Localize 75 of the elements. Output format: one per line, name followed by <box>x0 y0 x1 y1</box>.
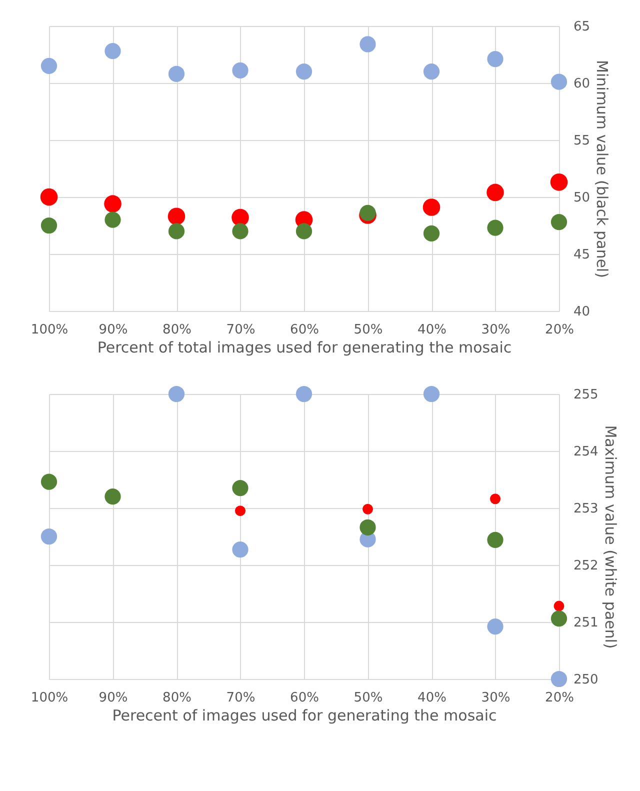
point <box>486 184 504 202</box>
point <box>232 62 248 79</box>
y-axis-title: Minimum value (black panel) <box>593 60 612 278</box>
point <box>40 58 58 74</box>
point <box>168 66 185 82</box>
x-tick-label: 40% <box>418 690 446 706</box>
y-tick-label: 252 <box>574 558 598 574</box>
point <box>422 198 440 216</box>
x-axis-title: Perecent of images used for generating the mosaic <box>112 706 497 724</box>
x-tick-label: 100% <box>30 322 68 338</box>
point <box>296 386 312 402</box>
y-tick-label: 254 <box>574 444 598 460</box>
point <box>550 670 568 688</box>
point <box>235 506 246 516</box>
y-axis-title: Maximum value (white paenl) <box>601 425 620 649</box>
x-tick-label: 30% <box>481 322 510 338</box>
x-tick-label: 70% <box>226 322 256 338</box>
point <box>168 223 185 240</box>
point <box>423 225 440 242</box>
y-tick-label: 40 <box>574 304 590 320</box>
point <box>40 528 58 545</box>
x-tick-label: 100% <box>30 690 68 706</box>
y-tick-label: 55 <box>574 134 590 148</box>
point <box>232 208 249 226</box>
point <box>40 474 58 490</box>
x-axis-title: Percent of total images used for generating the mosaic <box>97 338 512 356</box>
x-tick-label: 40% <box>418 322 446 338</box>
x-tick-label: 80% <box>162 690 192 706</box>
point <box>487 220 504 236</box>
x-tick-label: 30% <box>481 690 510 706</box>
point <box>550 214 568 230</box>
point <box>554 600 564 612</box>
point <box>232 542 248 558</box>
point <box>487 51 504 68</box>
x-tick-label: 80% <box>162 322 192 338</box>
point <box>296 64 312 80</box>
x-tick-label: 60% <box>290 322 319 338</box>
point <box>104 195 122 212</box>
y-tick-label: 253 <box>574 502 598 516</box>
point <box>232 480 248 496</box>
x-tick-label: 50% <box>354 322 383 338</box>
point <box>423 64 440 80</box>
y-tick-label: 65 <box>574 20 590 34</box>
point <box>104 212 121 228</box>
x-tick-label: 20% <box>545 690 574 706</box>
point <box>360 36 376 52</box>
point <box>362 504 373 514</box>
x-tick-label: 90% <box>98 690 128 706</box>
point <box>40 217 58 234</box>
point <box>550 74 568 90</box>
point <box>550 174 568 191</box>
point <box>232 223 248 240</box>
y-tick-label: 251 <box>574 616 598 630</box>
point <box>40 188 58 206</box>
x-tick-label: 90% <box>98 322 128 338</box>
point <box>104 43 121 60</box>
x-tick-label: 20% <box>545 322 574 338</box>
point <box>168 386 185 402</box>
point <box>487 532 504 548</box>
point <box>168 208 186 226</box>
y-tick-label: 45 <box>574 248 590 262</box>
point <box>423 386 440 402</box>
point <box>490 494 500 504</box>
y-tick-label: 60 <box>574 76 590 92</box>
point <box>487 618 504 635</box>
y-tick-label: 255 <box>574 388 598 402</box>
point <box>104 488 121 505</box>
x-tick-label: 50% <box>354 690 383 706</box>
x-tick-label: 60% <box>290 690 319 706</box>
y-tick-label: 250 <box>574 672 598 688</box>
point <box>360 519 376 536</box>
x-tick-label: 70% <box>226 690 256 706</box>
point <box>296 223 312 240</box>
y-tick-label: 50 <box>574 190 590 206</box>
point <box>550 610 568 627</box>
